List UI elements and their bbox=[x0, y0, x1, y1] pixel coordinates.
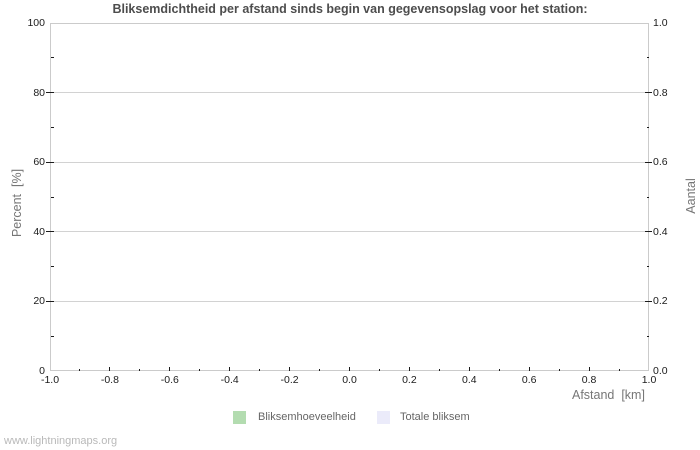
legend-swatch-totale-bliksem bbox=[377, 411, 390, 424]
gridline bbox=[51, 161, 648, 163]
x-major-tick bbox=[169, 366, 171, 371]
y-left-tick-label: 0 bbox=[39, 365, 45, 377]
y-left-major-tick bbox=[46, 161, 54, 163]
y-right-minor-tick bbox=[646, 126, 649, 128]
chart-title: Bliksemdichtheid per afstand sinds begin… bbox=[112, 2, 588, 16]
legend-label-bliksemhoeveelheid: Bliksemhoeveelheid bbox=[258, 411, 356, 423]
y-right-minor-tick bbox=[646, 196, 649, 198]
y-left-minor-tick bbox=[50, 57, 54, 59]
x-minor-tick bbox=[438, 368, 440, 371]
x-major-tick bbox=[528, 366, 530, 371]
x-major-tick bbox=[109, 366, 111, 371]
x-tick-label: -0.8 bbox=[100, 374, 119, 386]
plot-area bbox=[50, 23, 649, 371]
x-minor-tick bbox=[259, 368, 261, 371]
y-right-minor-tick bbox=[646, 57, 649, 59]
y-right-tick-label: 0.8 bbox=[653, 86, 668, 99]
y-left-minor-tick bbox=[50, 335, 54, 337]
y-left-minor-tick bbox=[50, 126, 54, 128]
y-left-tick-label: 100 bbox=[27, 17, 45, 29]
y-right-minor-tick bbox=[646, 266, 649, 268]
x-tick-label: 0.4 bbox=[461, 374, 477, 386]
y-left-minor-tick bbox=[50, 196, 54, 198]
x-axis-label: Afstand [km] bbox=[572, 388, 645, 402]
y-left-minor-tick bbox=[50, 266, 54, 268]
x-minor-tick bbox=[498, 368, 500, 371]
gridline bbox=[51, 300, 648, 302]
x-major-tick bbox=[229, 366, 231, 371]
y-left-major-tick bbox=[46, 300, 54, 302]
x-major-tick bbox=[468, 366, 470, 371]
x-major-tick bbox=[408, 366, 410, 371]
y-right-tick-label: 1.0 bbox=[653, 17, 668, 29]
x-tick-label: 0.6 bbox=[521, 374, 537, 386]
y-right-major-tick bbox=[645, 231, 652, 233]
y-right-major-tick bbox=[645, 161, 652, 163]
y-axis-label-right: Aantal bbox=[684, 178, 698, 214]
x-tick-label: -0.2 bbox=[280, 374, 299, 386]
gridline bbox=[51, 231, 648, 233]
x-minor-tick bbox=[79, 368, 81, 371]
y-left-tick-label: 40 bbox=[33, 225, 45, 238]
y-right-major-tick bbox=[645, 300, 652, 302]
legend-label-totale-bliksem: Totale bliksem bbox=[400, 411, 470, 423]
x-tick-label: -0.4 bbox=[220, 374, 239, 386]
x-minor-tick bbox=[618, 368, 620, 371]
gridline bbox=[51, 92, 648, 94]
y-left-tick-label: 80 bbox=[33, 86, 45, 99]
x-major-tick bbox=[289, 366, 291, 371]
y-left-tick-label: 20 bbox=[33, 295, 45, 308]
y-right-tick-label: 0.2 bbox=[653, 295, 668, 308]
legend-swatch-bliksemhoeveelheid bbox=[233, 411, 246, 424]
x-tick-label: 0.2 bbox=[402, 374, 417, 386]
y-right-tick-label: 0.6 bbox=[653, 156, 668, 169]
x-major-tick bbox=[588, 366, 590, 371]
y-right-tick-label: 0.4 bbox=[653, 225, 668, 238]
x-minor-tick bbox=[558, 368, 560, 371]
y-right-tick-label: 0.0 bbox=[653, 365, 668, 377]
x-major-tick bbox=[349, 366, 350, 371]
x-tick-label: -1.0 bbox=[40, 374, 60, 386]
y-right-minor-tick bbox=[646, 335, 649, 337]
x-minor-tick bbox=[139, 368, 141, 371]
x-tick-label: 1.0 bbox=[641, 374, 657, 386]
watermark-url: www.lightningmaps.org bbox=[4, 435, 118, 447]
y-left-major-tick bbox=[46, 231, 54, 233]
x-tick-label: 0.0 bbox=[342, 374, 357, 386]
y-right-major-tick bbox=[645, 92, 652, 94]
x-tick-label: 0.8 bbox=[581, 374, 597, 386]
x-minor-tick bbox=[199, 368, 201, 371]
x-tick-label: -0.6 bbox=[160, 374, 179, 386]
y-left-tick-label: 60 bbox=[33, 156, 45, 169]
x-minor-tick bbox=[378, 368, 380, 371]
x-minor-tick bbox=[319, 368, 321, 371]
y-left-major-tick bbox=[46, 92, 54, 94]
